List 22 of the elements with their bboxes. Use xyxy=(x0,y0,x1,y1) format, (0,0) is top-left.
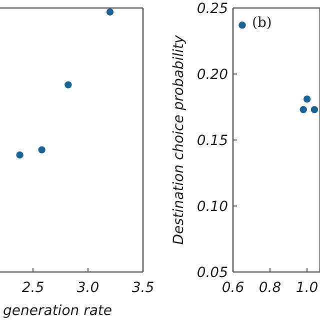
point xyxy=(238,22,246,29)
y-axis-title: Destination choice probability xyxy=(171,34,187,245)
y-tick-label: 0.10 xyxy=(196,198,228,215)
annotation: (b) xyxy=(252,15,272,31)
x-tick-label: 3.0 xyxy=(76,280,100,296)
point xyxy=(38,146,46,154)
point xyxy=(16,151,24,159)
y-tick-label: 0.15 xyxy=(196,132,228,149)
x-tick-label: 3.5 xyxy=(132,280,154,296)
point xyxy=(106,8,114,16)
point xyxy=(300,106,307,114)
point xyxy=(310,106,318,114)
x-axis-title: generation rate xyxy=(3,303,112,319)
x-tick-label: 0.8 xyxy=(258,280,282,296)
point xyxy=(64,81,72,88)
point xyxy=(303,95,311,103)
y-tick-label: 0.20 xyxy=(196,66,228,83)
x-tick-label: 2.5 xyxy=(22,280,44,296)
x-tick-label: 0.6 xyxy=(222,280,244,296)
y-tick-label: 0.05 xyxy=(196,264,228,281)
y-tick-label: 0.25 xyxy=(196,0,228,17)
x-tick-label: 1.0 xyxy=(296,280,318,296)
